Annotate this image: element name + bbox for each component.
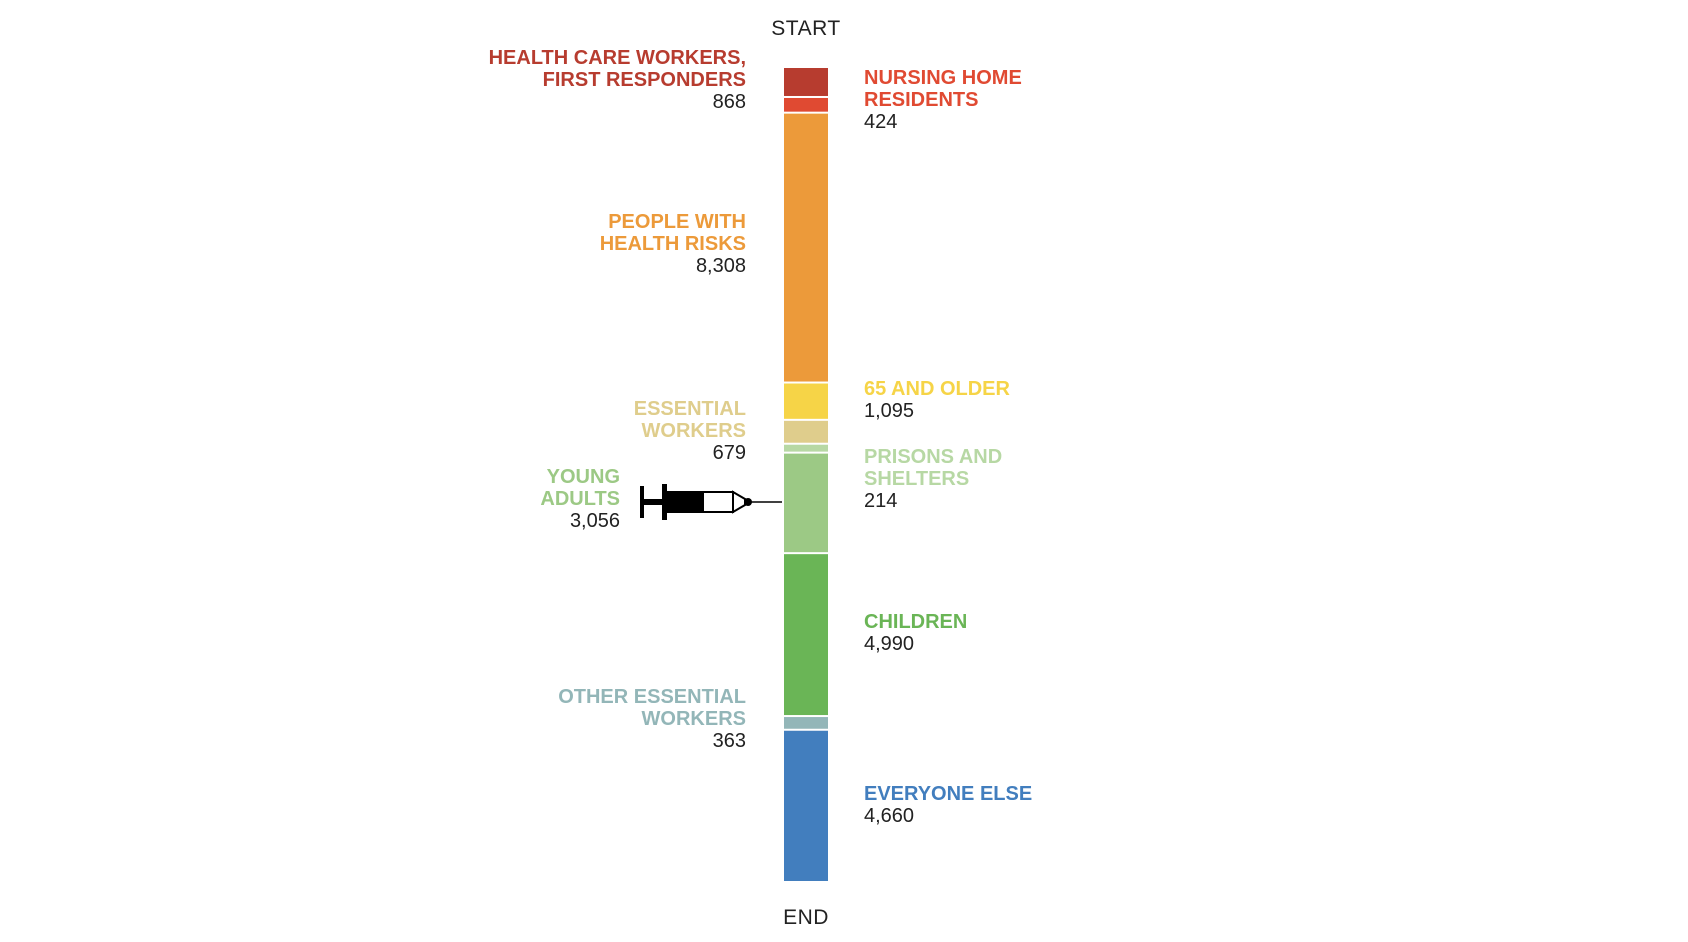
bar-segment-health-care-workers-first-responders bbox=[784, 68, 828, 96]
value-label-everyone-else: 4,660 bbox=[864, 805, 914, 827]
category-label-other-essential-workers-line-2: WORKERS bbox=[642, 708, 746, 730]
category-label-young-adults-line-2: ADULTS bbox=[540, 488, 620, 510]
category-label-health-care-workers-first-responders-line-2: FIRST RESPONDERS bbox=[543, 69, 746, 91]
value-label-nursing-home-residents: 424 bbox=[864, 111, 897, 133]
category-label-health-care-workers-first-responders-line-1: HEALTH CARE WORKERS, bbox=[489, 47, 746, 69]
bar-segment-people-with-health-risks bbox=[784, 113, 828, 382]
value-label-essential-workers: 679 bbox=[713, 442, 746, 464]
value-label-other-essential-workers: 363 bbox=[713, 730, 746, 752]
category-label-everyone-else-line-1: EVERYONE ELSE bbox=[864, 783, 1032, 805]
bar-segment-nursing-home-residents bbox=[784, 97, 828, 112]
bar-segment-children bbox=[784, 554, 828, 716]
value-label-health-care-workers-first-responders: 868 bbox=[713, 91, 746, 113]
category-label-young-adults-line-1: YOUNG bbox=[547, 466, 620, 488]
value-label-children: 4,990 bbox=[864, 633, 914, 655]
bar-segment-essential-workers bbox=[784, 420, 828, 443]
value-label-people-with-health-risks: 8,308 bbox=[696, 255, 746, 277]
bar-segment-other-essential-workers bbox=[784, 717, 828, 729]
category-label-prisons-and-shelters-line-1: PRISONS AND bbox=[864, 446, 1002, 468]
category-label-children-line-1: CHILDREN bbox=[864, 611, 967, 633]
category-label-nursing-home-residents-line-1: NURSING HOME bbox=[864, 67, 1022, 89]
category-label-essential-workers-line-1: ESSENTIAL bbox=[634, 398, 746, 420]
value-label-young-adults: 3,056 bbox=[570, 510, 620, 532]
bar-segment-young-adults bbox=[784, 453, 828, 553]
category-label-prisons-and-shelters-line-2: SHELTERS bbox=[864, 468, 969, 490]
syringe-icon bbox=[640, 484, 782, 520]
category-label-65-and-older-line-1: 65 AND OLDER bbox=[864, 378, 1011, 400]
bar-segment-everyone-else bbox=[784, 730, 828, 881]
bar-segment-65-and-older bbox=[784, 383, 828, 419]
category-label-other-essential-workers-line-1: OTHER ESSENTIAL bbox=[558, 686, 746, 708]
end-label: END bbox=[783, 906, 829, 929]
value-label-65-and-older: 1,095 bbox=[864, 400, 914, 422]
category-label-people-with-health-risks-line-2: HEALTH RISKS bbox=[600, 233, 746, 255]
value-label-prisons-and-shelters: 214 bbox=[864, 490, 897, 512]
start-label: START bbox=[771, 17, 841, 40]
category-label-nursing-home-residents-line-2: RESIDENTS bbox=[864, 89, 978, 111]
bar-segment-prisons-and-shelters bbox=[784, 444, 828, 452]
category-label-people-with-health-risks-line-1: PEOPLE WITH bbox=[608, 211, 746, 233]
category-label-essential-workers-line-2: WORKERS bbox=[642, 420, 746, 442]
